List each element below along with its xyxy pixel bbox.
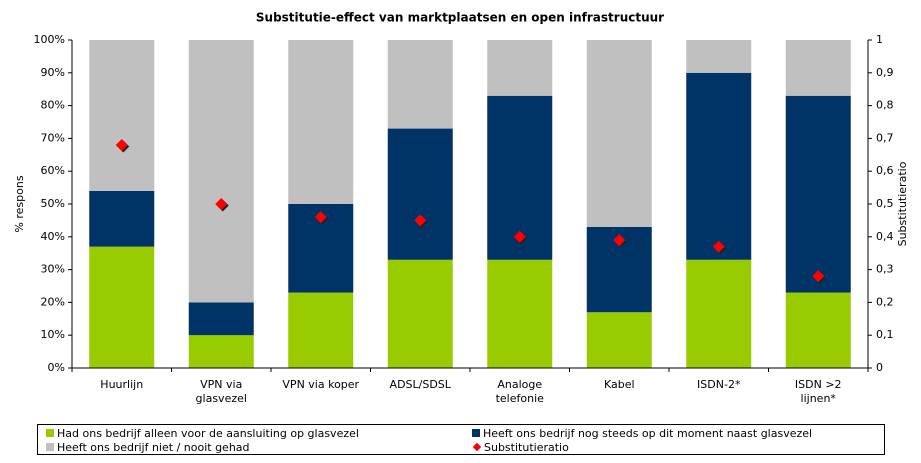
marker bbox=[712, 240, 725, 253]
marker bbox=[115, 138, 128, 151]
chart-title: Substitutie-effect van marktplaatsen en … bbox=[256, 11, 664, 25]
bar-segment bbox=[686, 259, 752, 368]
bar-segment bbox=[188, 335, 254, 368]
legend-swatch bbox=[46, 443, 54, 451]
y2-tick-label: 0,5 bbox=[876, 197, 894, 210]
y2-tick-label: 0,1 bbox=[876, 328, 894, 341]
y2-tick-label: 0,3 bbox=[876, 263, 894, 276]
legend: Had ons bedrijf alleen voor de aansluiti… bbox=[37, 424, 885, 455]
y2-tick-label: 0,6 bbox=[876, 164, 894, 177]
y-tick-label: 100% bbox=[34, 33, 65, 46]
y2-tick-label: 0,4 bbox=[876, 230, 894, 243]
bar-segment bbox=[387, 40, 453, 129]
y2-tick-label: 0,9 bbox=[876, 66, 894, 79]
bar-segment bbox=[487, 40, 553, 96]
x-tick-label: Huurlijn bbox=[100, 378, 144, 391]
legend-label: Heeft ons bedrijf nog steeds op dit mome… bbox=[483, 426, 813, 440]
marker bbox=[414, 214, 427, 227]
y-tick-label: 20% bbox=[41, 295, 65, 308]
bar-segment bbox=[288, 40, 354, 204]
bar-segment bbox=[586, 40, 652, 227]
marker bbox=[513, 230, 526, 243]
marker bbox=[613, 234, 626, 247]
legend-label: Heeft ons bedrijf niet / nooit gehad bbox=[57, 440, 250, 454]
bar-segment bbox=[785, 292, 851, 368]
bar-segment bbox=[785, 40, 851, 96]
y2-axis-label: Substitutieratio bbox=[896, 161, 909, 246]
y-tick-label: 50% bbox=[41, 197, 65, 210]
x-tick-label: VPN via koper bbox=[282, 378, 360, 391]
bar-segment bbox=[288, 292, 354, 368]
bar-segment bbox=[188, 302, 254, 336]
y-tick-label: 90% bbox=[41, 66, 65, 79]
bar-segment bbox=[785, 95, 851, 293]
y2-tick-label: 0,8 bbox=[876, 99, 894, 112]
legend-item: Heeft ons bedrijf niet / nooit gehad bbox=[46, 440, 250, 454]
marker bbox=[812, 270, 825, 283]
y-tick-label: 70% bbox=[41, 131, 65, 144]
bar-segment bbox=[487, 259, 553, 368]
bar-segment bbox=[387, 259, 453, 368]
x-tick-label: Analoge telefonie bbox=[495, 378, 544, 405]
legend-label: Substitutieratio bbox=[484, 440, 569, 454]
y2-tick-label: 0,2 bbox=[876, 295, 894, 308]
marker bbox=[314, 211, 327, 224]
bar-segment bbox=[686, 40, 752, 73]
legend-item: Heeft ons bedrijf nog steeds op dit mome… bbox=[472, 426, 812, 440]
x-tick-label: ADSL/SDSL bbox=[389, 378, 451, 391]
bar-segment bbox=[188, 40, 254, 303]
legend-swatch bbox=[472, 429, 480, 437]
x-tick-label: ISDN-2* bbox=[697, 378, 741, 391]
legend-swatch bbox=[46, 429, 54, 437]
marker bbox=[215, 198, 228, 210]
bar-segment bbox=[89, 40, 155, 191]
y-tick-label: 60% bbox=[41, 164, 65, 177]
y2-tick-label: 0 bbox=[876, 361, 883, 374]
bar-segment bbox=[686, 72, 752, 260]
y2-tick-label: 1 bbox=[876, 33, 883, 46]
x-tick-label: Kabel bbox=[603, 378, 635, 391]
y-axis-label: % respons bbox=[13, 175, 26, 232]
y-tick-label: 10% bbox=[41, 328, 65, 341]
legend-label: Had ons bedrijf alleen voor de aansluiti… bbox=[57, 426, 359, 440]
bar-segment bbox=[89, 246, 155, 368]
x-tick-label: VPN via glasvezel bbox=[195, 378, 247, 405]
bar-segment bbox=[586, 312, 652, 368]
legend-item: Substitutieratio bbox=[472, 440, 569, 454]
y-tick-label: 40% bbox=[41, 230, 65, 243]
legend-item: Had ons bedrijf alleen voor de aansluiti… bbox=[46, 426, 359, 440]
y2-tick-label: 0,7 bbox=[876, 131, 894, 144]
y-tick-label: 30% bbox=[41, 263, 65, 276]
legend-swatch bbox=[472, 442, 482, 452]
x-tick-label: ISDN >2 lijnen* bbox=[794, 378, 842, 405]
bar-segment bbox=[387, 128, 453, 260]
y-tick-label: 0% bbox=[48, 361, 65, 374]
bar-segment bbox=[89, 190, 155, 247]
y-tick-label: 80% bbox=[41, 99, 65, 112]
